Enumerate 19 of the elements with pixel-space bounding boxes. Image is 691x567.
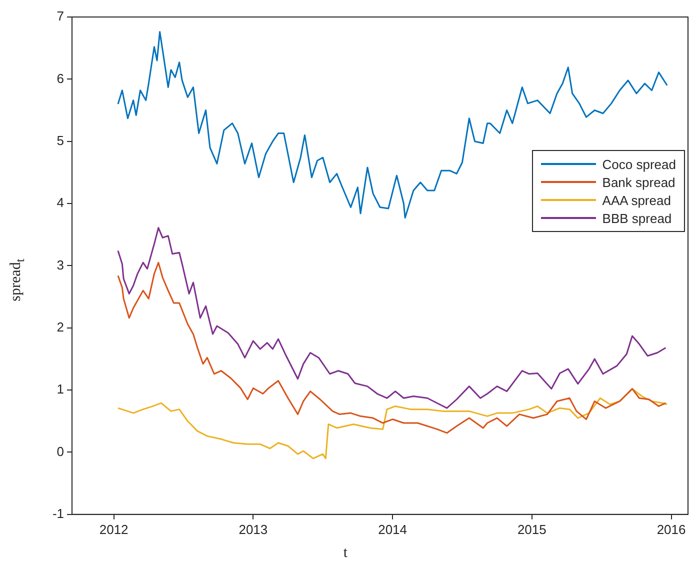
- x-tick-label: 2012: [99, 522, 128, 537]
- legend-label: Coco spread: [602, 156, 676, 172]
- x-tick-label: 2013: [238, 522, 268, 537]
- y-tick-label: 0: [56, 444, 64, 459]
- y-tick-label: -1: [52, 506, 64, 521]
- y-tick-label: 2: [56, 319, 64, 334]
- y-tick-label: 3: [56, 257, 64, 272]
- y-tick-label: 4: [56, 195, 64, 210]
- x-axis-title: t: [342, 545, 349, 562]
- legend-label: Bank spread: [602, 174, 676, 190]
- y-tick-label: 6: [56, 70, 64, 86]
- legend-label: BBB spread: [602, 210, 672, 226]
- y-tick-label: 5: [56, 132, 64, 148]
- x-tick-label: 2016: [656, 522, 686, 537]
- x-tick-label: 2015: [517, 522, 546, 537]
- y-tick-label: 1: [56, 382, 64, 397]
- legend-label: AAA spread: [602, 192, 671, 208]
- y-tick-label: 7: [56, 8, 64, 24]
- x-tick-label: 2014: [378, 522, 408, 537]
